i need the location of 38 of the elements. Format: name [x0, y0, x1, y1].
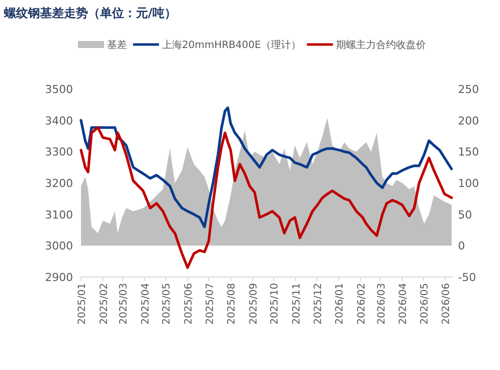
x-tick-label: 2026/04 — [398, 283, 410, 325]
x-tick-label: 2025/01 — [77, 283, 88, 325]
y2-tick-label: -50 — [458, 271, 476, 284]
y2-tick-label: 50 — [458, 208, 472, 222]
x-tick-label: 2026/03 — [376, 283, 388, 325]
y2-tick-label: 200 — [458, 114, 479, 128]
x-tick-label: 2025/10 — [270, 283, 281, 325]
y-tick-label: 3300 — [45, 146, 73, 159]
x-tick-label: 2025/08 — [226, 283, 238, 325]
x-tick-label: 2025/12 — [312, 283, 324, 325]
y-tick-label: 2900 — [45, 271, 73, 284]
y-tick-label: 3100 — [45, 208, 73, 222]
x-tick-label: 2026/05 — [419, 283, 430, 325]
y2-tick-label: 100 — [458, 177, 479, 190]
x-tick-label: 2025/03 — [118, 283, 130, 325]
y2-tick-label: 150 — [458, 146, 479, 159]
x-tick-label: 2025/07 — [204, 283, 216, 325]
x-tick-label: 2025/09 — [248, 283, 260, 325]
line-series — [80, 106, 453, 228]
legend-label: 基差 — [107, 39, 127, 51]
x-tick-label: 2025/02 — [98, 283, 110, 325]
x-tick-label: 2025/04 — [140, 283, 152, 325]
y-tick-label: 3500 — [45, 83, 73, 96]
y2-tick-label: 250 — [458, 83, 479, 96]
x-tick-label: 2025/11 — [292, 283, 303, 325]
chart-title: 螺纹钢基差走势（单位：元/吨） — [3, 6, 176, 20]
x-tick-label: 2026/02 — [356, 283, 368, 325]
legend-label: 上海20mmHRB400E（理计） — [162, 39, 301, 51]
line-series — [80, 126, 453, 269]
y-tick-label: 3400 — [45, 114, 73, 128]
x-tick-label: 2025/06 — [184, 283, 195, 325]
y-tick-label: 3200 — [45, 177, 73, 190]
y-tick-label: 3000 — [45, 240, 73, 253]
x-tick-label: 2026/01 — [334, 283, 346, 325]
x-tick-label: 2026/06 — [441, 283, 452, 325]
y2-tick-label: 0 — [458, 240, 465, 253]
legend-label: 期螺主力合约收盘价 — [336, 39, 426, 51]
x-tick-label: 2025/05 — [162, 283, 173, 325]
